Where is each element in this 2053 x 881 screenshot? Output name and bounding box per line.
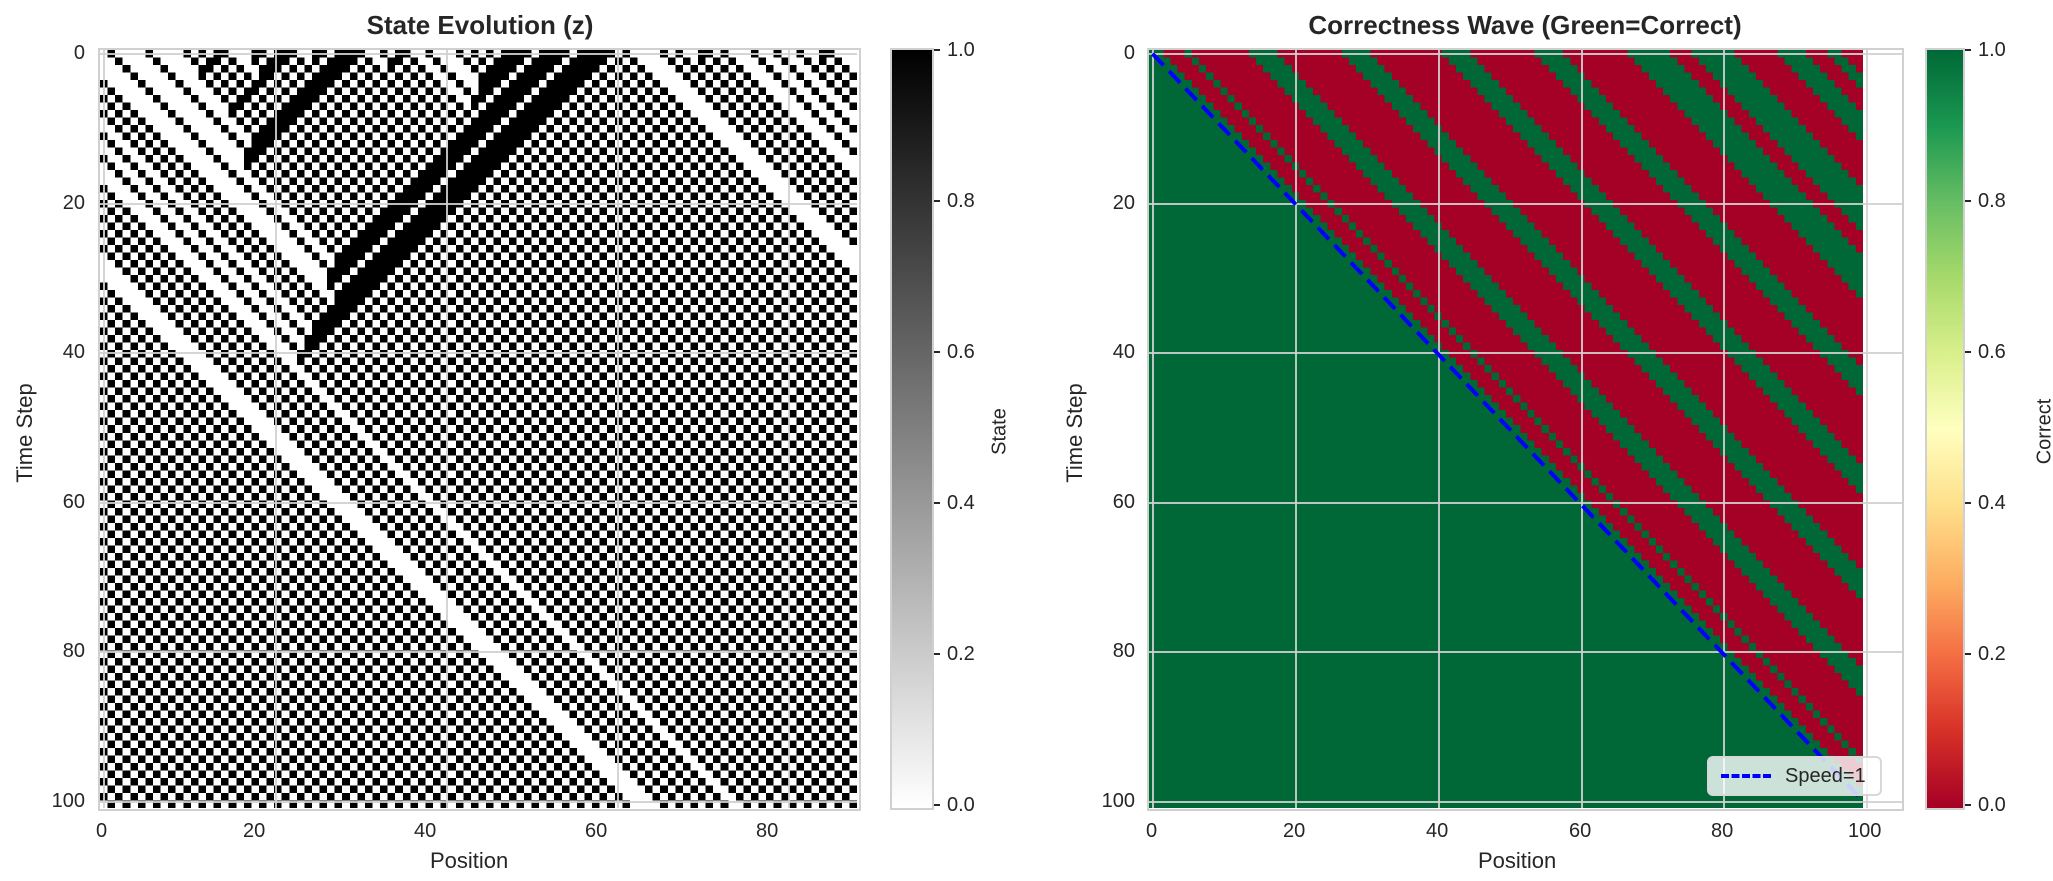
left-heatmap — [100, 50, 857, 808]
right-colorbar-tick-label: 0.4 — [1978, 492, 2006, 514]
colorbar-tick-mark — [934, 49, 940, 51]
right-chart-title: Correctness Wave (Green=Correct) — [1308, 10, 1742, 40]
left-xtick: 60 — [585, 820, 608, 842]
dashed-line-legend-icon — [1721, 774, 1771, 778]
right-xlabel: Position — [1478, 848, 1557, 873]
right-ytick: 80 — [1112, 640, 1135, 662]
colorbar-tick-mark — [1965, 49, 1971, 51]
left-colorbar-tick-label: 0.4 — [947, 492, 975, 514]
right-colorbar-tick-label: 1.0 — [1978, 39, 2006, 61]
left-xtick: 0 — [96, 820, 108, 842]
right-xtick: 60 — [1569, 820, 1592, 842]
left-ytick: 20 — [62, 192, 85, 214]
right-ytick: 100 — [1101, 790, 1135, 812]
right-colorbar-tick-label: 0.8 — [1978, 190, 2006, 212]
colorbar-tick-mark — [934, 653, 940, 655]
colorbar-tick-mark — [934, 804, 940, 806]
colorbar-tick-mark — [934, 200, 940, 202]
right-ytick: 0 — [1123, 42, 1135, 64]
left-colorbar — [890, 48, 934, 810]
left-xlabel: Position — [430, 848, 509, 873]
speed-line — [1151, 52, 1863, 804]
left-ylabel: Time Step — [12, 383, 37, 483]
right-ytick: 60 — [1112, 491, 1135, 513]
left-xtick: 40 — [414, 820, 437, 842]
left-ytick: 40 — [62, 341, 85, 363]
left-colorbar-tick-label: 1.0 — [947, 39, 975, 61]
right-xtick: 100 — [1848, 820, 1882, 842]
left-colorbar-tick-label: 0.6 — [947, 341, 975, 363]
left-ytick: 100 — [51, 790, 85, 812]
left-ytick: 60 — [62, 491, 85, 513]
left-xtick: 20 — [243, 820, 266, 842]
left-axes-frame — [98, 48, 861, 811]
right-xtick: 20 — [1283, 820, 1306, 842]
left-colorbar-tick-label: 0.8 — [947, 190, 975, 212]
colorbar-tick-mark — [934, 502, 940, 504]
colorbar-tick-mark — [934, 351, 940, 353]
left-colorbar-tick-label: 0.0 — [947, 794, 975, 816]
right-xtick: 40 — [1426, 820, 1449, 842]
colorbar-tick-mark — [1965, 804, 1971, 806]
colorbar-tick-mark — [1965, 200, 1971, 202]
right-colorbar — [1925, 48, 1965, 810]
colorbar-tick-mark — [1965, 502, 1971, 504]
right-ylabel: Time Step — [1062, 383, 1087, 483]
right-ytick: 20 — [1112, 192, 1135, 214]
right-colorbar-tick-label: 0.6 — [1978, 341, 2006, 363]
right-xtick: 0 — [1146, 820, 1158, 842]
colorbar-tick-mark — [1965, 653, 1971, 655]
right-ytick: 40 — [1112, 341, 1135, 363]
right-colorbar-tick-label: 0.0 — [1978, 794, 2006, 816]
left-chart-title: State Evolution (z) — [366, 10, 594, 40]
right-axes-frame — [1147, 48, 1904, 811]
legend-label: Speed=1 — [1785, 764, 1866, 787]
right-xtick: 80 — [1711, 820, 1734, 842]
right-colorbar-label: Correct — [2033, 398, 2053, 465]
left-xtick: 80 — [756, 820, 779, 842]
left-ytick: 80 — [62, 640, 85, 662]
left-colorbar-tick-label: 0.2 — [947, 643, 975, 665]
colorbar-tick-mark — [1965, 351, 1971, 353]
left-colorbar-label: State — [988, 408, 1011, 455]
right-colorbar-tick-label: 0.2 — [1978, 643, 2006, 665]
legend: Speed=1 — [1707, 756, 1882, 796]
left-ytick: 0 — [73, 42, 85, 64]
